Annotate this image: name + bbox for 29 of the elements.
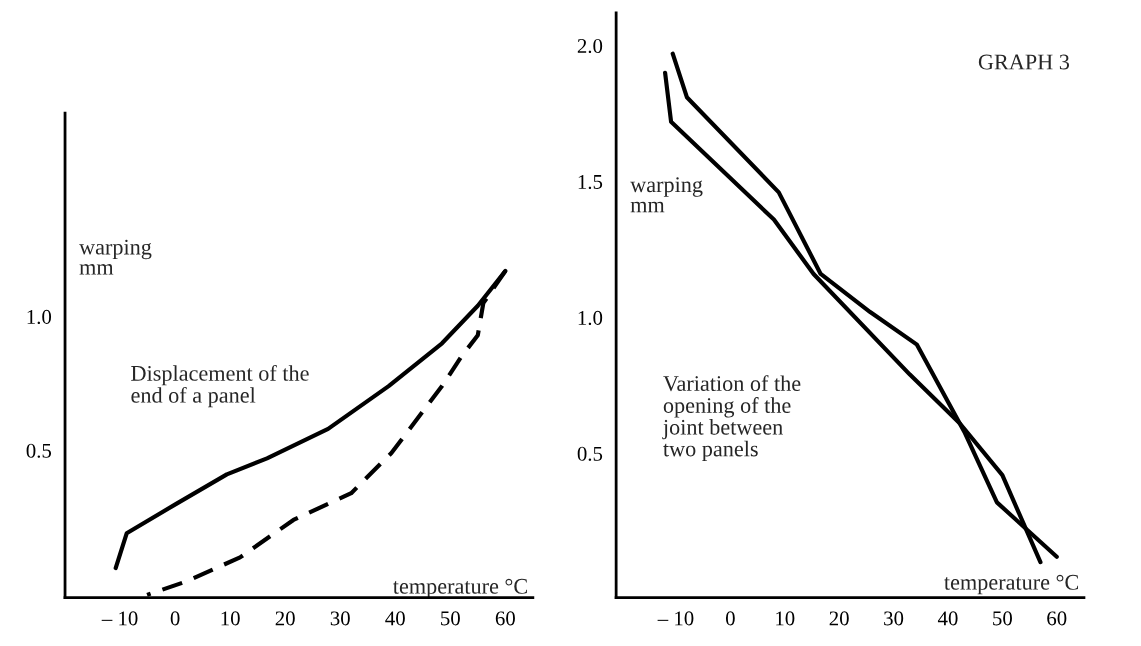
x-tick-label: 30 <box>884 611 904 626</box>
x-tick-label: 0 <box>725 611 735 626</box>
x-tick-label: 50 <box>993 611 1012 626</box>
y-tick-label: 0.5 <box>577 446 603 461</box>
annotation: GRAPH 3 <box>978 54 1070 70</box>
x-tick-label: – 10 <box>101 611 138 626</box>
y-tick-label: 0.5 <box>26 443 52 458</box>
x-tick-label: 60 <box>1047 611 1067 626</box>
x-axis-title: temperature °C <box>393 578 527 599</box>
x-tick-label: – 10 <box>657 611 694 626</box>
x-axis-title: temperature °C <box>944 574 1079 595</box>
y-tick-label: 1.0 <box>27 309 52 325</box>
y-axis-title: warping mm <box>79 239 152 275</box>
annotation: Displacement of the end of a panel <box>131 364 309 408</box>
x-tick-label: 20 <box>829 611 849 626</box>
x-tick-label: 20 <box>275 611 295 626</box>
x-tick-label: 10 <box>776 611 795 626</box>
x-tick-label: 40 <box>937 611 958 626</box>
x-tick-label: 10 <box>221 611 240 626</box>
x-tick-label: 0 <box>170 611 180 626</box>
annotation: Variation of the opening of the joint between two panels <box>662 375 801 461</box>
y-tick-label: 1.0 <box>578 310 603 325</box>
y-tick-label: 2.0 <box>577 38 603 54</box>
y-tick-label: 1.5 <box>578 174 603 190</box>
x-tick-label: 40 <box>385 611 405 626</box>
x-tick-label: 30 <box>330 611 350 626</box>
y-axis-title: warping mm <box>630 177 703 213</box>
x-tick-label: 50 <box>441 611 460 626</box>
x-tick-label: 60 <box>495 611 515 626</box>
